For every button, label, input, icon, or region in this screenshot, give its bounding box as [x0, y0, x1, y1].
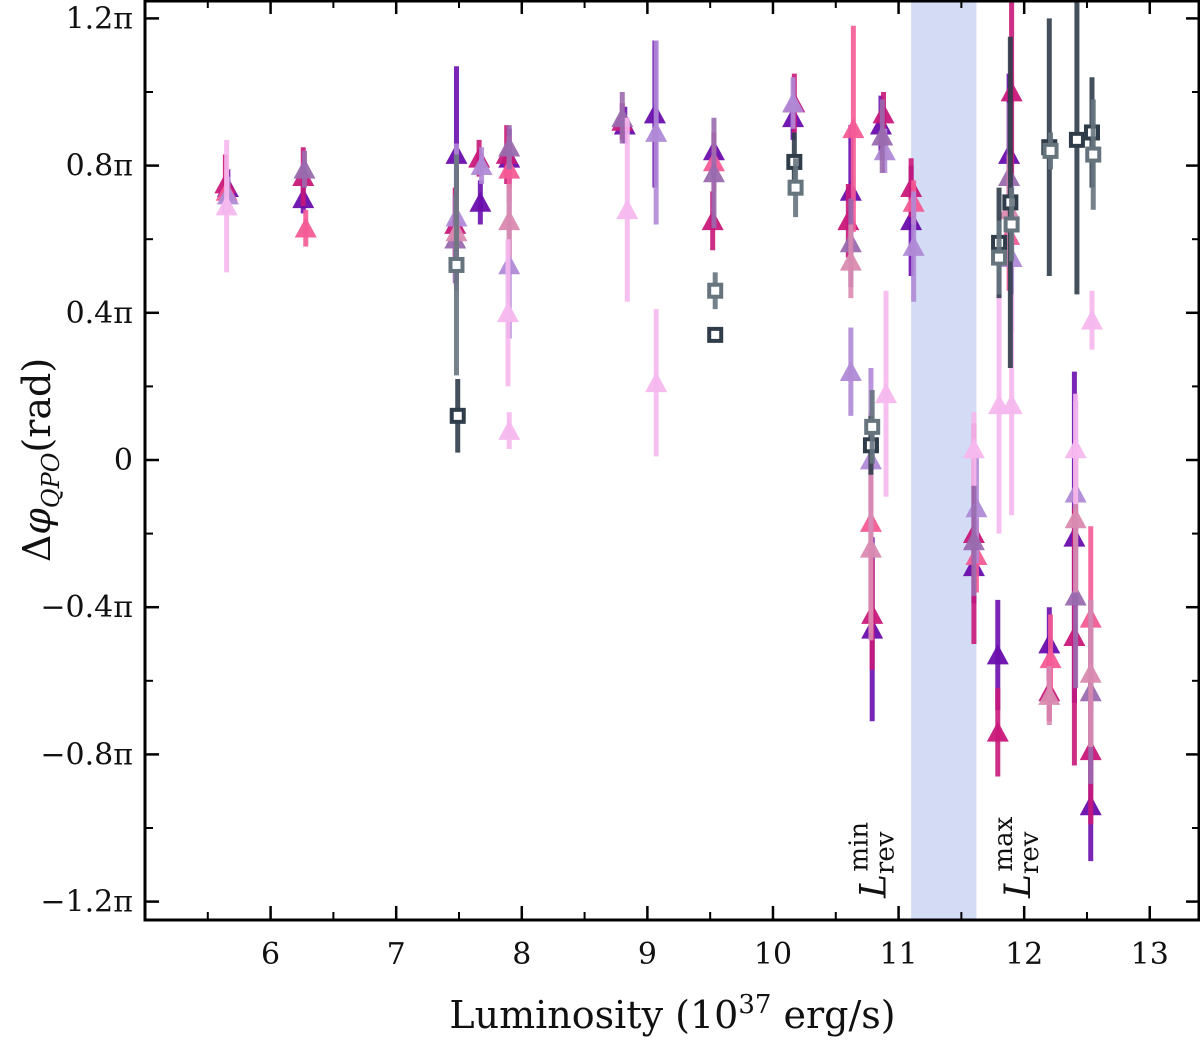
y-title-delta: Δ — [15, 535, 59, 562]
triangle-marker — [837, 209, 860, 231]
square-marker — [787, 179, 804, 196]
y-title-phi: φ — [15, 508, 59, 535]
ticks-layer — [145, 0, 1200, 920]
triangle-marker — [839, 180, 862, 201]
triangle-marker — [902, 235, 925, 256]
annotation-min: Lrevmin — [844, 822, 900, 899]
band-layer — [911, 0, 977, 920]
triangle-marker — [962, 529, 985, 551]
annotation-base: L — [998, 874, 1039, 899]
square-marker — [448, 256, 465, 273]
x-tick-label: 12 — [1005, 937, 1043, 972]
x-axis-title-main: Luminosity (10 — [449, 993, 738, 1037]
y-title-unit: (rad) — [15, 358, 59, 453]
triangle-marker — [1079, 662, 1102, 683]
x-tick-label: 7 — [387, 937, 406, 972]
y-tick-label: 0.8π — [66, 149, 133, 184]
triangle-marker — [498, 136, 521, 157]
square-marker — [864, 418, 881, 435]
series-slate — [448, 99, 1102, 464]
triangle-marker — [782, 92, 805, 113]
triangle-marker — [965, 496, 988, 518]
triangle-marker — [871, 125, 894, 146]
triangle-marker — [1064, 585, 1087, 606]
y-title-subscript: QPO — [37, 452, 65, 508]
triangle-marker — [839, 360, 862, 382]
series-lightpink — [215, 117, 1103, 534]
square-marker — [449, 407, 466, 424]
square-marker — [1003, 216, 1020, 233]
triangle-marker — [611, 106, 634, 128]
triangle-marker — [875, 382, 898, 404]
annotation-subscript: rev — [870, 831, 900, 874]
triangle-marker — [294, 217, 317, 238]
x-tick-label: 11 — [879, 937, 917, 972]
triangle-marker — [496, 301, 519, 323]
x-tick-label: 10 — [754, 937, 792, 972]
y-tick-label: −1.2π — [40, 885, 133, 920]
annotation-max: Lrevmax — [989, 816, 1045, 899]
y-axis-title: ΔφQPO(rad) — [15, 358, 65, 562]
plot-frame — [143, 0, 1200, 922]
y-tick-label: 0.4π — [66, 296, 133, 331]
data-layer — [214, 0, 1103, 862]
y-tick-label: −0.4π — [40, 590, 133, 625]
triangle-marker — [962, 437, 985, 459]
labels-layer: 6 7 8 9 10 11 12 13 1.2π 0.8π 0.4π 0 −0.4π −0.8π −1.2π… — [15, 1, 1169, 1037]
square-marker — [707, 326, 724, 343]
y-tick-label: 1.2π — [66, 1, 133, 36]
triangle-marker — [498, 419, 521, 440]
triangle-marker — [839, 250, 862, 271]
triangle-marker — [873, 139, 896, 161]
square-marker — [1085, 146, 1102, 163]
x-axis-title-unit: erg/s) — [771, 993, 895, 1037]
annotation-subscript: rev — [1015, 831, 1045, 874]
triangle-marker — [859, 537, 882, 558]
series-mauve — [293, 92, 1102, 784]
x-tick-label: 9 — [638, 937, 657, 972]
x-tick-label: 8 — [512, 937, 531, 972]
triangle-marker — [702, 161, 725, 183]
annotation-superscript: min — [844, 822, 874, 872]
triangle-marker — [469, 191, 492, 212]
x-tick-label: 6 — [261, 937, 280, 972]
frame-layer — [143, 0, 1200, 922]
triangle-marker — [900, 209, 923, 231]
annotation-superscript: max — [989, 816, 1019, 871]
annotation-base: L — [853, 874, 894, 899]
triangle-marker — [645, 371, 668, 393]
shaded-reversal-band — [911, 0, 977, 920]
triangle-marker — [215, 195, 238, 216]
triangle-marker — [616, 198, 639, 220]
triangle-marker — [1064, 507, 1087, 529]
triangle-marker — [1080, 309, 1103, 330]
triangle-marker — [1039, 647, 1062, 669]
triangle-marker — [1000, 393, 1023, 415]
square-marker — [707, 282, 724, 299]
triangle-marker — [842, 117, 865, 139]
square-marker — [991, 249, 1008, 266]
triangle-marker — [645, 121, 668, 142]
square-marker — [1042, 142, 1059, 159]
triangle-marker — [986, 721, 1009, 742]
triangle-marker — [498, 209, 521, 231]
y-tick-label: 0 — [114, 443, 133, 478]
triangle-marker — [986, 644, 1009, 665]
triangle-marker — [470, 154, 493, 175]
triangle-marker — [293, 158, 316, 179]
x-axis-title-exponent: 37 — [738, 990, 771, 1020]
triangle-marker — [900, 176, 923, 198]
y-tick-label: −0.8π — [40, 737, 133, 772]
triangle-marker — [1064, 437, 1087, 459]
x-axis-title: Luminosity (1037 erg/s) — [449, 990, 895, 1037]
triangle-marker — [1038, 684, 1061, 705]
x-tick-label: 13 — [1131, 937, 1169, 972]
square-marker — [1068, 131, 1085, 148]
